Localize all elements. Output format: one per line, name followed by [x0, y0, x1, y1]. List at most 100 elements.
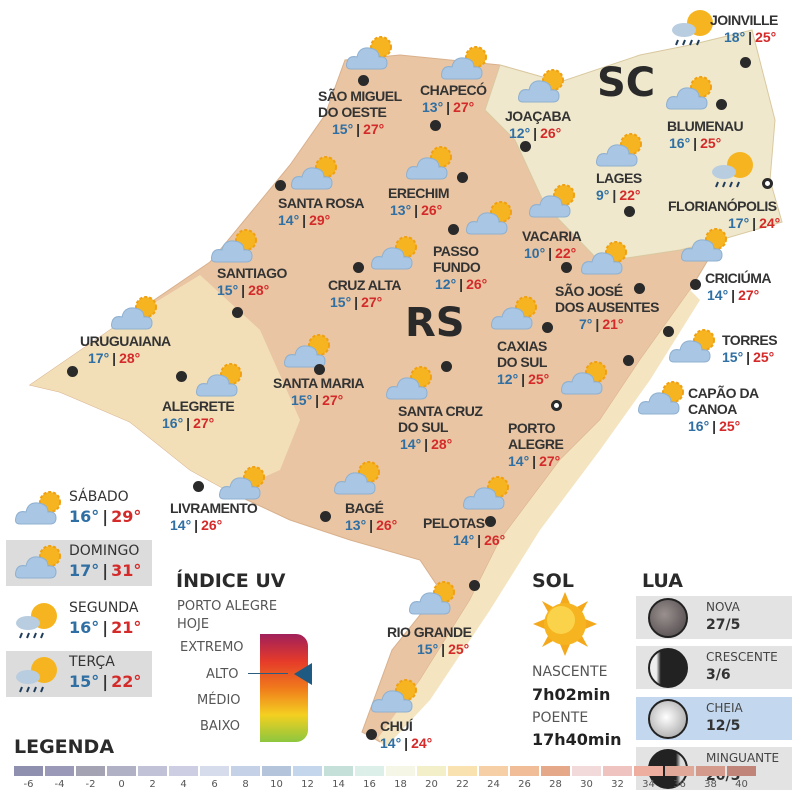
sunrise-time: 7h02min [532, 685, 611, 704]
city-temps: 16° | 25° [688, 418, 759, 434]
moon-phase-crescente: CRESCENTE 3/6 [636, 646, 792, 689]
partly-cloudy-icon [345, 35, 397, 75]
scale-swatch [262, 766, 291, 776]
city-dot [520, 141, 531, 152]
city-dot [762, 178, 773, 189]
city-name: ERECHIM [388, 185, 450, 201]
phase-name: CHEIA [706, 701, 743, 715]
max-temp: 25° [448, 641, 470, 657]
city-label: CRUZ ALTA 15° | 27° [328, 277, 402, 310]
city-dot [542, 322, 553, 333]
city-temps: 18° | 25° [710, 29, 778, 45]
city-name: FLORIANÓPOLIS [668, 198, 777, 214]
min-temp: 10° [524, 245, 546, 261]
scale-swatch [448, 766, 477, 776]
partly-cloudy-icon [668, 328, 720, 368]
separator: | [612, 187, 617, 203]
separator: | [356, 121, 361, 137]
max-temp: 21° [111, 618, 142, 637]
city-dot [366, 729, 377, 740]
city-temps: 17° | 28° [80, 350, 171, 366]
min-temp: 13° [422, 99, 444, 115]
city-name: SANTA CRUZ DO SUL [398, 403, 483, 435]
scale-tick: -6 [23, 779, 34, 790]
coastal-strip [378, 290, 700, 748]
separator: | [369, 517, 374, 533]
city-name: TORRES [722, 332, 778, 348]
city-dot [624, 206, 635, 217]
city-label: JOINVILLE 18° | 25° [710, 12, 778, 45]
separator: | [752, 215, 757, 231]
max-temp: 27° [361, 294, 383, 310]
scale-tick: 12 [301, 779, 314, 790]
region-label-sc: SC [597, 60, 656, 106]
partly-cloudy-icon [440, 45, 492, 85]
city-temps: 13° | 26° [345, 517, 397, 533]
scale-swatch [45, 766, 74, 776]
max-temp: 26° [201, 517, 223, 533]
city-dot [314, 364, 325, 375]
city-dot [358, 75, 369, 86]
city-label: JOAÇABA 12° | 26° [505, 108, 571, 141]
city-dot [441, 361, 452, 372]
min-temp: 15° [722, 349, 744, 365]
max-temp: 25° [528, 371, 550, 387]
min-temp: 16° [69, 507, 100, 526]
sunrise-label: NASCENTE [532, 664, 608, 680]
city-dot [176, 371, 187, 382]
city-name: LIVRAMENTO [170, 500, 258, 516]
max-temp: 26° [484, 532, 506, 548]
city-name: PASSO FUNDO [433, 243, 481, 275]
max-temp: 22° [555, 245, 577, 261]
max-temp: 24° [411, 735, 433, 751]
separator: | [548, 245, 553, 261]
separator: | [315, 392, 320, 408]
separator: | [241, 282, 246, 298]
min-temp: 15° [332, 121, 354, 137]
separator: | [102, 507, 109, 526]
separator: | [446, 99, 451, 115]
min-temp: 17° [728, 215, 750, 231]
scale-swatch [572, 766, 601, 776]
separator: | [112, 350, 117, 366]
city-dot [740, 57, 751, 68]
city-temps: 14° | 27° [508, 453, 563, 469]
scale-tick: 32 [611, 779, 624, 790]
separator: | [746, 349, 751, 365]
sun-rain-icon [14, 601, 66, 641]
city-dot [232, 307, 243, 318]
max-temp: 25° [700, 135, 722, 151]
city-label: ERECHIM 13° | 26° [388, 185, 450, 218]
scale-swatch [417, 766, 446, 776]
max-temp: 26° [540, 125, 562, 141]
max-temp: 28° [248, 282, 270, 298]
city-temps: 16° | 25° [667, 135, 743, 151]
min-temp: 15° [291, 392, 313, 408]
min-temp: 12° [509, 125, 531, 141]
phase-date: 27/5 [706, 617, 741, 633]
separator: | [102, 618, 109, 637]
max-temp: 27° [193, 415, 215, 431]
scale-tick: 4 [180, 779, 187, 790]
phase-date: 3/6 [706, 667, 731, 683]
min-temp: 14° [400, 436, 422, 452]
min-temp: 9° [596, 187, 610, 203]
scale-tick: 38 [704, 779, 717, 790]
scale-swatch [355, 766, 384, 776]
scale-swatch [293, 766, 322, 776]
max-temp: 25° [753, 349, 775, 365]
scale-tick: 8 [242, 779, 249, 790]
city-label: URUGUAIANA 17° | 28° [80, 333, 171, 366]
day-name: SÁBADO [69, 489, 129, 505]
city-temps: 13° | 27° [420, 99, 487, 115]
city-temps: 15° | 27° [318, 121, 402, 137]
min-temp: 7° [579, 316, 593, 332]
uv-current-marker-icon [294, 663, 312, 685]
phase-name: CRESCENTE [706, 650, 778, 664]
scale-tick: 14 [332, 779, 345, 790]
day-name: TERÇA [69, 654, 115, 670]
scale-tick: 2 [149, 779, 156, 790]
scale-swatch [541, 766, 570, 776]
phase-name: NOVA [706, 600, 740, 614]
